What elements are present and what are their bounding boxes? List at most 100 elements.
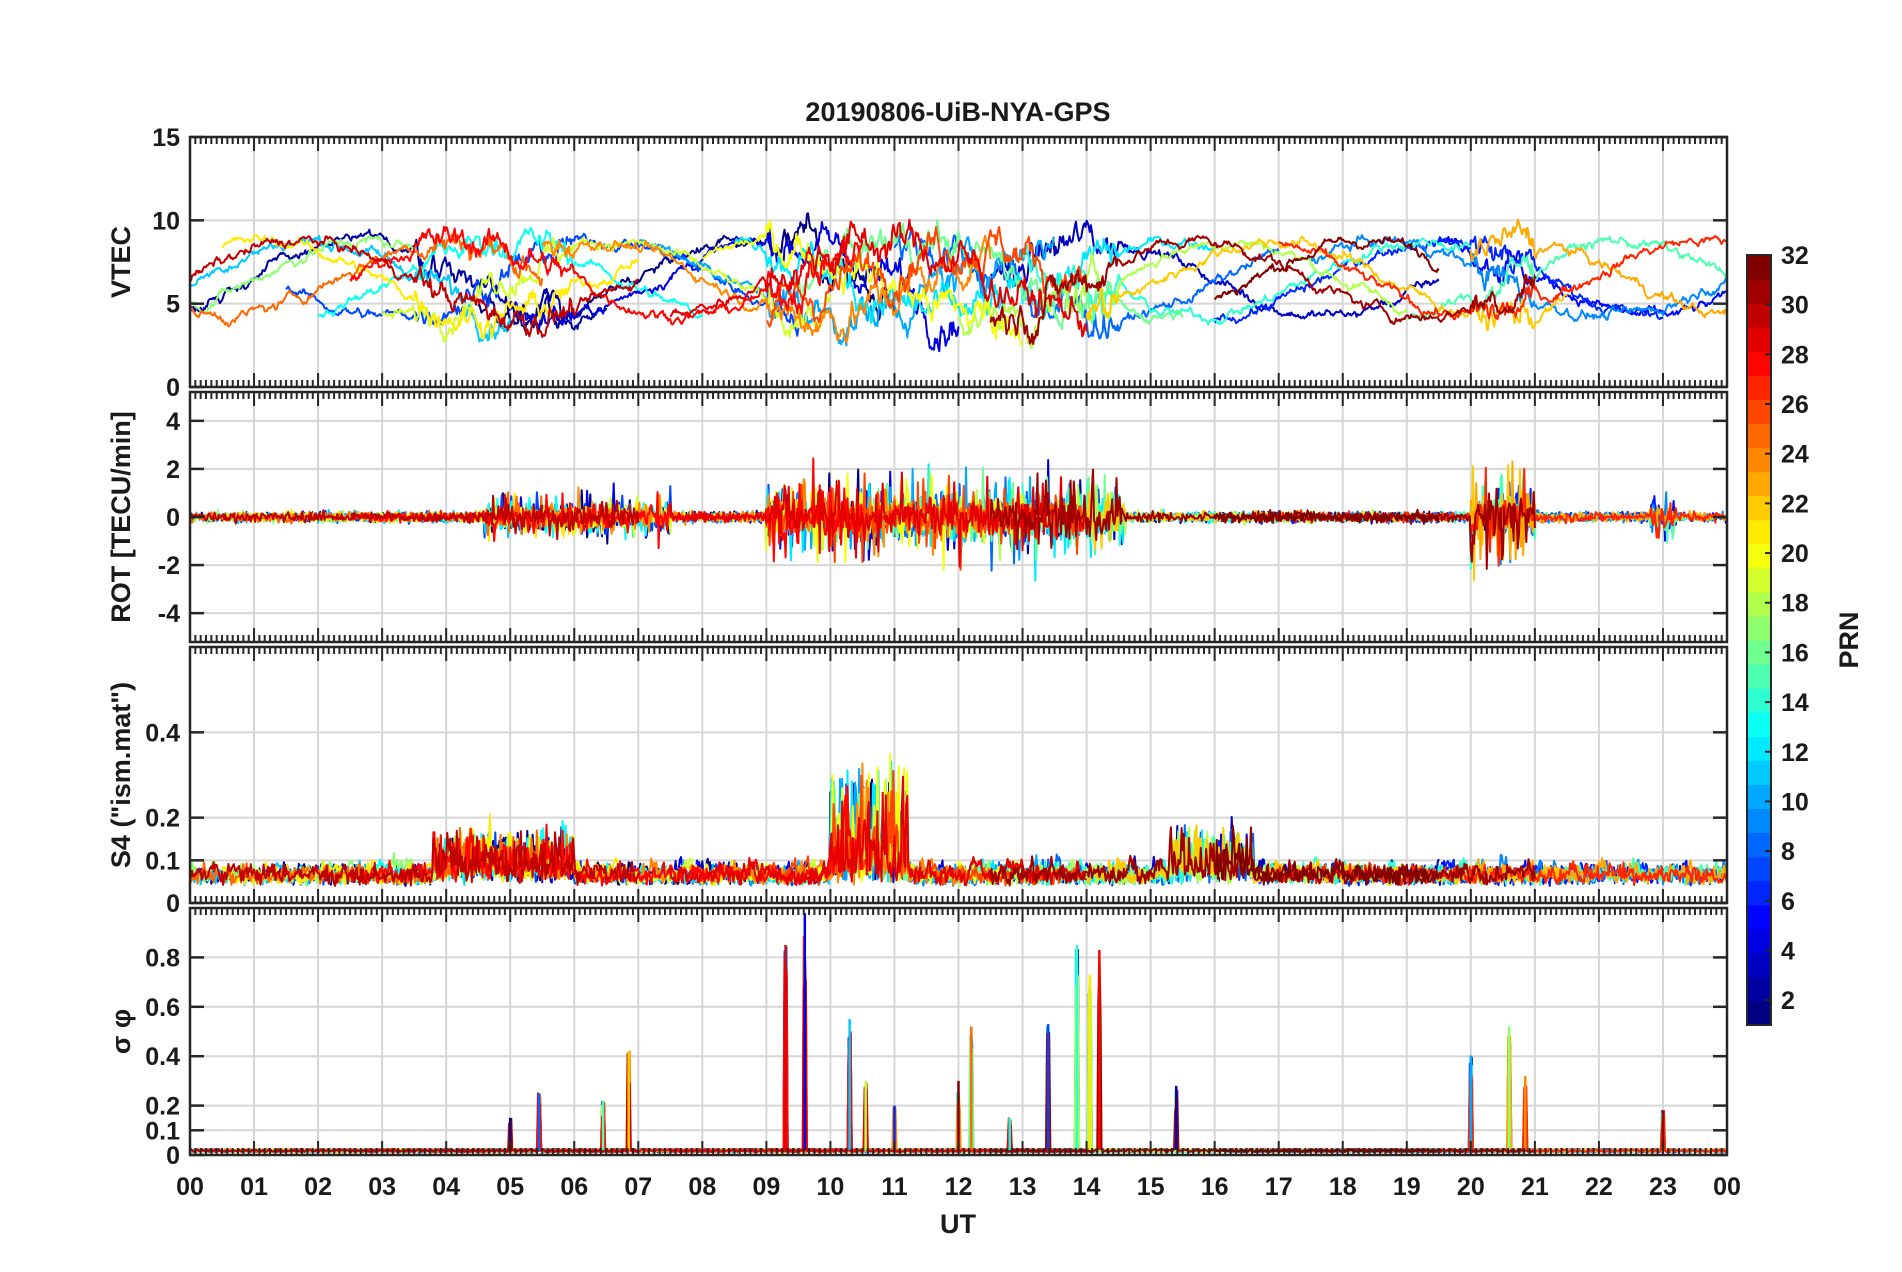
y-tick-label: 0.1	[145, 1117, 180, 1145]
colorbar-segment	[1747, 375, 1771, 400]
colorbar-label: PRN	[1834, 611, 1864, 668]
x-tick-label: 00	[176, 1173, 204, 1201]
y-tick-label: 0.4	[145, 1043, 180, 1071]
series-prn-7	[285, 950, 800, 1153]
series-prn-29	[669, 775, 1088, 887]
y-tick-label: 4	[166, 408, 180, 436]
colorbar-segment	[1747, 664, 1771, 689]
y-tick-label: 0.1	[145, 847, 180, 875]
x-tick-label: 12	[945, 1173, 973, 1201]
colorbar-tick-label: 22	[1781, 490, 1809, 518]
colorbar-segment	[1747, 856, 1771, 882]
series-prn-32	[1213, 509, 1440, 525]
colorbar-segment	[1747, 567, 1771, 593]
series-prn-30	[190, 1053, 639, 1153]
y-tick-label: 0	[166, 1142, 180, 1170]
y-tick-label: 10	[152, 207, 180, 235]
series-prn-31	[989, 468, 1536, 570]
y-tick-label: 15	[152, 124, 180, 152]
series-prn-32	[1213, 824, 1440, 886]
y-axis-label: VTEC	[106, 226, 136, 298]
x-tick-label: 07	[624, 1173, 652, 1201]
x-tick-label: 23	[1649, 1173, 1677, 1201]
colorbar-segment	[1747, 447, 1771, 473]
panel-3: 0 0.1 0.2 0.4 S4 ("ism.mat")	[106, 645, 1729, 918]
axes-frame	[188, 390, 1729, 644]
colorbar-tick-label: 12	[1781, 739, 1809, 767]
x-tick-label: 21	[1521, 1173, 1549, 1201]
series-prn-10	[637, 946, 1056, 1153]
y-tick-label: 0	[166, 504, 180, 532]
series-prn-6	[1213, 235, 1664, 324]
y-tick-label: -2	[158, 552, 180, 580]
colorbar-tick-label: 32	[1781, 242, 1809, 270]
series-prn-4	[509, 221, 960, 353]
series-prn-15	[1405, 1064, 1727, 1153]
colorbar-tick-label: 14	[1781, 689, 1809, 717]
colorbar-tick-label: 2	[1781, 987, 1795, 1015]
x-tick-label: 17	[1265, 1173, 1293, 1201]
colorbar-segment	[1747, 495, 1771, 521]
x-tick-label: 14	[1073, 1173, 1101, 1201]
y-tick-label: 5	[166, 291, 180, 319]
colorbar-segment	[1747, 471, 1771, 497]
y-tick-label: 0.2	[145, 805, 180, 833]
x-tick-label: 19	[1393, 1173, 1421, 1201]
x-tick-label: 16	[1201, 1173, 1229, 1201]
series-prn-20	[702, 988, 1023, 1153]
series-prn-29	[669, 471, 1088, 568]
series-prn-30	[190, 235, 639, 338]
x-tick-label: 01	[240, 1173, 268, 1201]
colorbar-tick-label: 8	[1781, 838, 1795, 866]
series-prn-4	[509, 948, 960, 1153]
series-prn-5	[1438, 1043, 1727, 1153]
axes-frame	[188, 906, 1729, 1157]
data-lines	[190, 457, 1727, 582]
x-tick-label: 20	[1457, 1173, 1485, 1201]
colorbar-tick-label: 20	[1781, 540, 1809, 568]
data-lines	[190, 212, 1727, 353]
x-tick-label: 11	[881, 1173, 908, 1201]
colorbar-segment	[1747, 976, 1771, 1002]
colorbar-segment	[1747, 808, 1771, 834]
colorbar-tick-label: 6	[1781, 888, 1795, 916]
panel-2: -4 -2 0 2 4 ROT [TECU/min]	[106, 390, 1729, 644]
series-prn-30	[190, 829, 640, 887]
colorbar-tick-label: 28	[1781, 341, 1809, 369]
colorbar-segment	[1747, 832, 1771, 858]
y-tick-label: 0.2	[145, 1093, 180, 1121]
series-prn-20	[701, 220, 1024, 347]
series-prn-21	[221, 1081, 639, 1153]
series-prn-30	[190, 494, 640, 541]
colorbar-segment	[1747, 928, 1771, 954]
colorbar-segment	[1747, 1000, 1771, 1026]
series-prn-27	[1278, 235, 1727, 321]
colorbar-segment	[1747, 543, 1771, 569]
y-axis-label: S4 ("ism.mat")	[106, 682, 136, 868]
colorbar-segment	[1747, 327, 1771, 352]
colorbar-segment	[1747, 423, 1771, 449]
x-tick-label: 02	[304, 1173, 332, 1201]
series-prn-29	[669, 218, 1088, 338]
colorbar-segment	[1747, 688, 1771, 713]
x-tick-label: 05	[496, 1173, 524, 1201]
x-tick-label: 03	[368, 1173, 396, 1201]
y-tick-label: 2	[166, 456, 180, 484]
x-tick-labels: 00 01 02 03 04 05 06 07 08 09 10 11 12 13 14 15 16 17 18 19…	[176, 1173, 1741, 1201]
series-prn-18	[957, 975, 1408, 1153]
series-prn-26	[765, 770, 1087, 887]
colorbar-tick-label: 16	[1781, 639, 1809, 667]
x-tick-label: 04	[432, 1173, 460, 1201]
series-prn-31	[989, 826, 1536, 887]
panel-1: 0 5 10 15 VTEC	[106, 124, 1729, 402]
y-tick-label: 0.6	[145, 994, 180, 1022]
colorbar-segment	[1747, 760, 1771, 785]
colorbar-frame	[1746, 254, 1772, 1026]
series-prn-17	[190, 234, 416, 314]
x-tick-label: 00	[1713, 1173, 1741, 1201]
y-axis-label: σ φ	[106, 1009, 136, 1054]
colorbar-tick-label: 18	[1781, 590, 1809, 618]
series-prn-15	[1405, 473, 1727, 544]
y-tick-label: 0	[166, 890, 180, 918]
data-lines	[190, 753, 1727, 887]
